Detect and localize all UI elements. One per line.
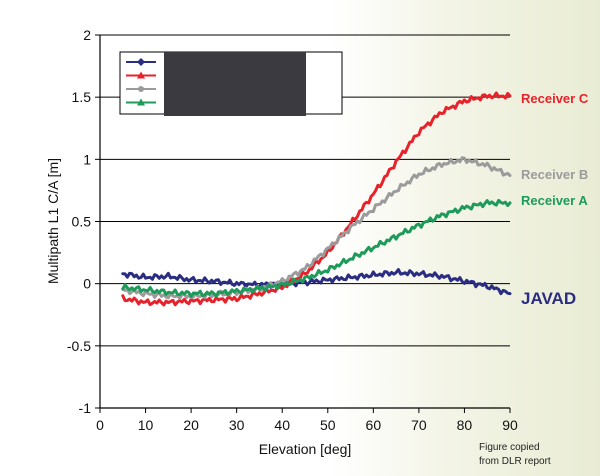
y-tick-label-2: 0 (83, 276, 91, 292)
series-line-3 (121, 198, 512, 298)
y-tick-label-3: 0.5 (72, 214, 92, 230)
series-line-1 (121, 91, 512, 307)
y-tick-label-1: -0.5 (67, 338, 91, 354)
legend-marker-0 (137, 58, 145, 66)
x-tick-label-3: 30 (229, 417, 245, 433)
y-tick-label-0: -1 (79, 400, 92, 416)
series-end-label-1: Receiver C (521, 91, 589, 106)
x-tick-label-7: 70 (411, 417, 427, 433)
series-lines (121, 91, 512, 307)
y-tick-labels: -1 -0.5 0 0.5 1 1.5 2 (67, 27, 100, 416)
source-note-line1: Figure copied (479, 442, 540, 453)
series-line-0 (121, 268, 512, 296)
series-end-label-0: JAVAD (521, 289, 576, 308)
series-line-2 (121, 156, 512, 301)
x-tick-label-8: 80 (457, 417, 473, 433)
series-end-label-2: Receiver B (521, 167, 588, 182)
y-tick-label-4: 1 (83, 151, 91, 167)
y-tick-label-6: 2 (83, 27, 91, 43)
source-note-line2: from DLR report (479, 456, 551, 467)
x-tick-label-0: 0 (96, 417, 104, 433)
series-end-label-3: Receiver A (521, 193, 588, 208)
x-axis-title: Elevation [deg] (259, 441, 352, 457)
x-tick-label-9: 90 (502, 417, 518, 433)
legend-marker-2 (138, 86, 144, 92)
x-tick-label-1: 10 (138, 417, 154, 433)
y-axis-title: Multipath L1 C/A [m] (45, 158, 61, 284)
legend-redaction (164, 52, 306, 116)
legend-marker-3 (137, 98, 145, 106)
legend-marker-1 (137, 71, 145, 79)
x-tick-label-5: 50 (320, 417, 336, 433)
x-tick-label-4: 40 (274, 417, 290, 433)
x-tick-label-6: 60 (366, 417, 382, 433)
y-tick-label-5: 1.5 (72, 89, 92, 105)
series-end-labels: JAVAD Receiver C Receiver B Receiver A (521, 91, 589, 308)
x-tick-label-2: 20 (183, 417, 199, 433)
x-tick-labels: 0 10 20 30 40 50 60 70 80 90 (96, 408, 518, 433)
legend (119, 51, 343, 116)
